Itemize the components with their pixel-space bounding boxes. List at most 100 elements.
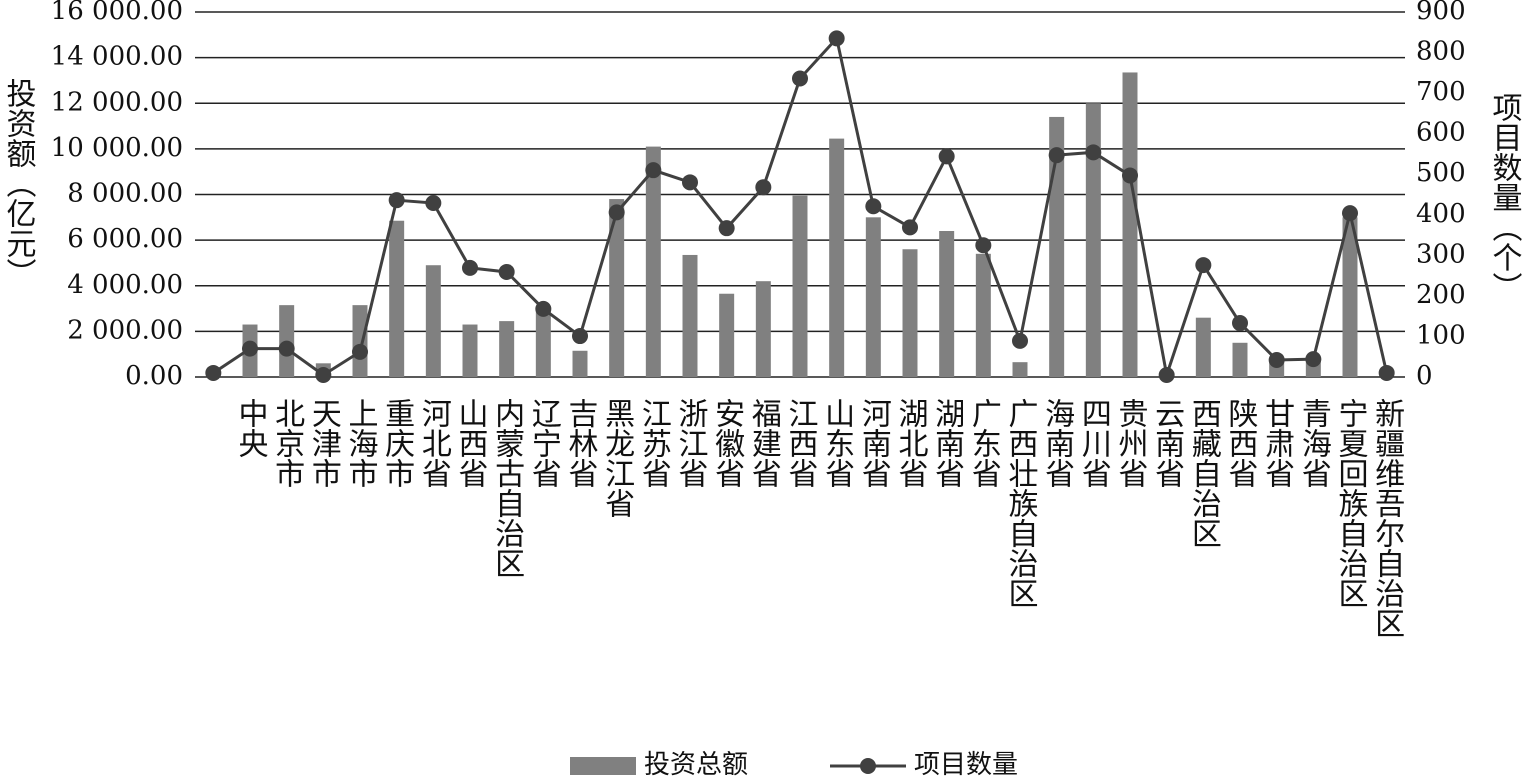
x-tick-label: 新疆维吾尔自治区 [1369, 398, 1404, 638]
y-tick-label: 14 000.00 [51, 42, 183, 72]
x-tick-label: 福建省 [746, 398, 782, 488]
x-tick-label: 四川省 [1076, 398, 1112, 488]
bar [792, 195, 808, 377]
x-tick-label: 湖北省 [893, 398, 928, 488]
x-tick-label: 广东省 [966, 398, 1001, 488]
marker [315, 366, 332, 383]
marker [792, 70, 808, 87]
x-tick-label: 宁夏回族自治区 [1333, 398, 1368, 608]
y2-tick-label: 100 [1416, 320, 1466, 350]
x-tick-label: 西藏自治区 [1186, 398, 1221, 548]
bar [1342, 217, 1358, 377]
y-tick-label: 4 000.00 [67, 270, 183, 300]
marker [718, 220, 735, 237]
marker [1305, 351, 1322, 368]
x-tick-label: 江西省 [783, 398, 818, 488]
x-tick-label: 江苏省 [636, 398, 671, 488]
x-tick-label: 内蒙古自治区 [489, 398, 524, 578]
marker [1048, 147, 1065, 164]
x-tick-label: 海南省 [1039, 398, 1074, 488]
marker [608, 204, 625, 221]
bar [609, 199, 625, 377]
x-tick-label: 甘肃省 [1259, 398, 1294, 488]
marker [1158, 366, 1175, 383]
marker [572, 328, 588, 345]
marker [1012, 332, 1028, 349]
x-tick-label: 天津市 [306, 398, 341, 488]
bar [389, 220, 405, 377]
y2-tick-label: 800 [1416, 37, 1466, 67]
y2-tick-label: 600 [1416, 118, 1466, 148]
x-tick-label: 贵州省 [1113, 398, 1149, 488]
bar [1012, 362, 1028, 377]
bar [1232, 342, 1248, 377]
marker [462, 259, 478, 276]
y-tick-label: 2 000.00 [67, 315, 183, 345]
y-tick-label: 12 000.00 [51, 87, 183, 117]
y-axis-title: 投资额（亿元） [1, 78, 37, 288]
bar [499, 321, 515, 377]
x-tick-label: 河北省 [416, 398, 452, 488]
bar [755, 281, 771, 377]
marker [1122, 167, 1138, 184]
x-tick-label: 辽宁省 [526, 398, 562, 488]
x-tick-label: 广西壮族自治区 [1003, 398, 1039, 608]
marker [828, 30, 845, 47]
marker [975, 237, 992, 254]
bar [352, 305, 368, 377]
y2-tick-label: 200 [1416, 280, 1466, 310]
y-tick-label: 10 000.00 [51, 133, 183, 163]
bar [1049, 116, 1065, 377]
bar [902, 249, 918, 377]
x-tick-label: 吉林省 [563, 398, 599, 488]
y-tick-label: 16 000.00 [51, 0, 183, 26]
y-tick-label: 8 000.00 [67, 179, 183, 209]
bar [865, 217, 881, 377]
bar [975, 253, 991, 377]
marker [1085, 144, 1102, 161]
x-tick-label: 河南省 [856, 398, 892, 488]
marker [205, 364, 222, 381]
marker [1378, 364, 1395, 381]
bar [645, 146, 661, 377]
x-tick-label: 北京市 [269, 398, 304, 488]
y2-tick-label: 300 [1416, 239, 1466, 269]
legend-label: 投资总额 [644, 750, 748, 780]
bar [829, 138, 845, 377]
x-tick-label: 中央 [233, 398, 268, 458]
x-tick-label: 重庆市 [379, 398, 415, 488]
marker [1268, 351, 1285, 368]
marker [278, 340, 295, 357]
marker [1342, 205, 1358, 222]
legend-label: 项目数量 [914, 750, 1018, 780]
marker [1232, 315, 1248, 332]
y2-tick-label: 400 [1416, 199, 1466, 229]
marker [242, 340, 258, 357]
x-tick-label: 上海市 [343, 398, 378, 488]
bar [425, 265, 441, 377]
x-tick-label: 湖南省 [929, 398, 964, 488]
y2-axis-title: 项目数量（个） [1487, 92, 1523, 302]
marker [535, 300, 552, 317]
marker [682, 174, 698, 191]
bar [939, 231, 955, 377]
bar [1122, 72, 1138, 377]
bar [572, 350, 588, 377]
x-tick-label: 黑龙江省 [599, 398, 634, 518]
legend-swatch [570, 757, 636, 775]
x-tick-label: 安徽省 [709, 398, 745, 488]
y2-tick-label: 0 [1416, 361, 1433, 391]
marker [645, 162, 662, 179]
bar [682, 254, 698, 377]
bar [719, 293, 735, 377]
x-tick-label: 山东省 [819, 398, 854, 488]
legend-swatch [860, 758, 876, 774]
x-tick-label: 云南省 [1149, 398, 1184, 488]
bar [1195, 317, 1211, 377]
marker [865, 198, 882, 215]
marker [755, 179, 772, 196]
bar [1085, 103, 1101, 377]
y-tick-label: 6 000.00 [67, 224, 183, 254]
x-tick-label: 浙江省 [673, 398, 708, 488]
